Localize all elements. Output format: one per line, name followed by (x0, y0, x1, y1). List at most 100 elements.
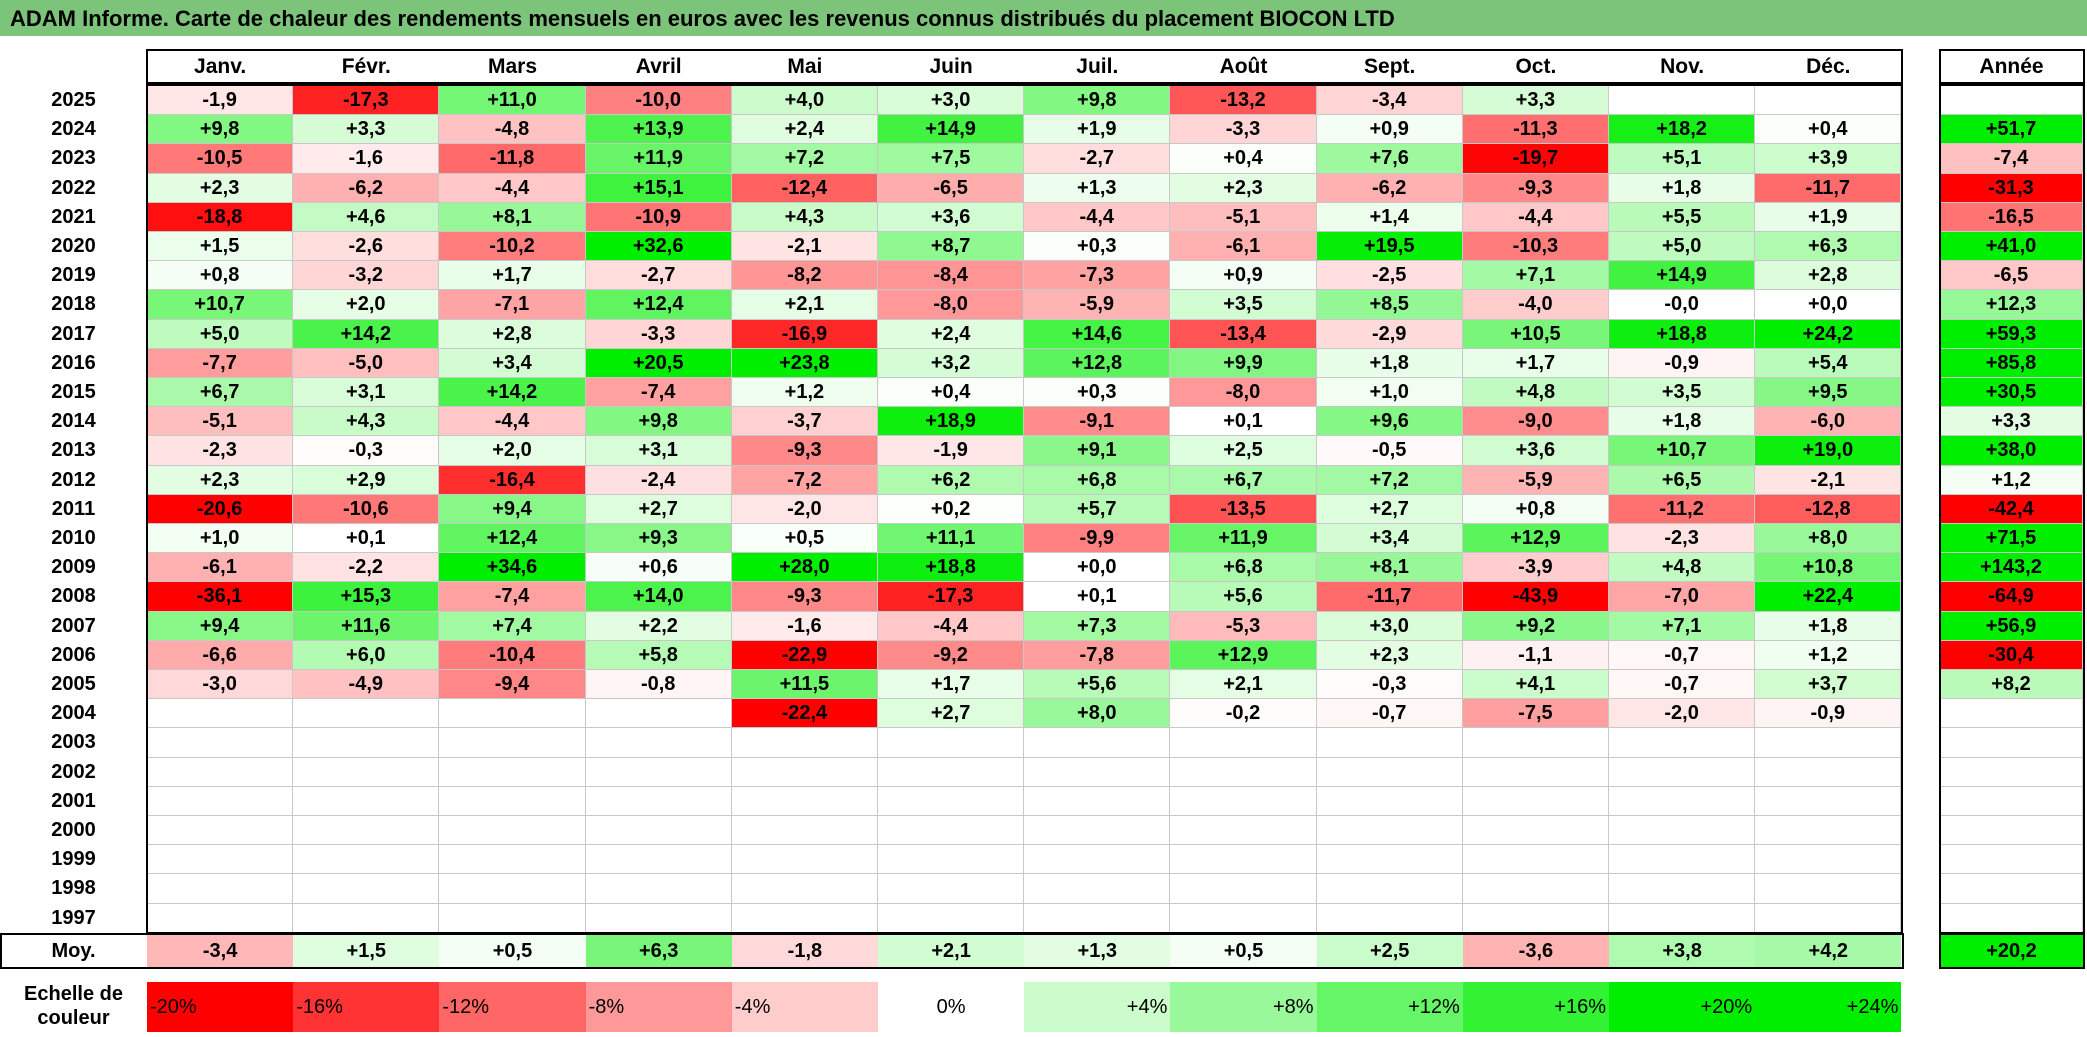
heatmap-cell: +4,3 (731, 202, 878, 232)
year-label: 2003 (51, 731, 96, 754)
heatmap-cell: -12,8 (1755, 494, 1902, 524)
heatmap-cell: +2,9 (293, 465, 440, 495)
heatmap-cell: +9,1 (1024, 436, 1171, 466)
heatmap-cell: +7,3 (1024, 611, 1171, 641)
heatmap-cell: +0,4 (878, 378, 1025, 408)
month-header: Juil. (1076, 55, 1119, 78)
heatmap-cell (293, 728, 440, 758)
annual-cell (1940, 845, 2083, 875)
annual-cell: +8,2 (1940, 670, 2083, 700)
heatmap-cell (293, 699, 440, 729)
month-header: Févr. (341, 55, 391, 78)
heatmap-cell (147, 786, 294, 816)
year-label: 2008 (51, 585, 96, 608)
year-label: 2017 (51, 322, 96, 345)
heatmap-cell (147, 728, 294, 758)
heatmap-cell: +8,0 (1024, 699, 1171, 729)
average-cell: +4,2 (1755, 935, 1902, 967)
heatmap-cell: +5,1 (1609, 144, 1756, 174)
heatmap-cell: -1,9 (147, 86, 294, 116)
heatmap-cell: +5,6 (1170, 582, 1317, 612)
heatmap-cell: +7,1 (1609, 611, 1756, 641)
heatmap-cell (1755, 845, 1902, 875)
heatmap-cell (1755, 903, 1902, 933)
annual-cell: +59,3 (1940, 319, 2083, 349)
annual-cell (1940, 86, 2083, 116)
month-header: Mars (487, 55, 537, 78)
heatmap-cell: +9,6 (1316, 407, 1463, 437)
heatmap-cell (731, 757, 878, 787)
heatmap-cell: -1,1 (1462, 640, 1609, 670)
heatmap-cell: +8,1 (439, 202, 586, 232)
heatmap-cell: +0,0 (1755, 290, 1902, 320)
heatmap-cell: +8,7 (878, 232, 1025, 262)
heatmap-cell: +14,9 (878, 115, 1025, 145)
annual-cell (1940, 786, 2083, 816)
heatmap-cell: +14,2 (439, 378, 586, 408)
heatmap-cell: -3,2 (293, 261, 440, 291)
heatmap-cell (293, 757, 440, 787)
heatmap-cell: +3,0 (878, 86, 1025, 116)
heatmap-cell: -5,1 (1170, 202, 1317, 232)
heatmap-cell: -9,1 (1024, 407, 1171, 437)
year-label: 2022 (51, 176, 96, 199)
heatmap-cell (585, 699, 732, 729)
annual-cell: -7,4 (1940, 144, 2083, 174)
heatmap-cell: +19,0 (1755, 436, 1902, 466)
heatmap-cell: -0,8 (585, 670, 732, 700)
heatmap-cell: -20,6 (147, 494, 294, 524)
heatmap-cell: -4,9 (293, 670, 440, 700)
heatmap-cell: -16,9 (731, 319, 878, 349)
heatmap-cell: +11,5 (731, 670, 878, 700)
heatmap-cell: +6,0 (293, 640, 440, 670)
annual-cell: +41,0 (1940, 232, 2083, 262)
heatmap-cell (585, 816, 732, 846)
heatmap-cell: +3,4 (439, 348, 586, 378)
heatmap-cell: +6,8 (1024, 465, 1171, 495)
scale-step: +8% (1170, 982, 1317, 1032)
annual-cell (1940, 699, 2083, 729)
heatmap-cell: +2,7 (878, 699, 1025, 729)
heatmap-cell (1462, 786, 1609, 816)
month-header: Août (1219, 55, 1268, 78)
year-label: 2009 (51, 556, 96, 579)
average-annual-cell: +20,2 (1940, 935, 2083, 967)
annual-cell: -42,4 (1940, 494, 2083, 524)
heatmap-cell (1024, 786, 1171, 816)
month-header: Avril (635, 55, 682, 78)
heatmap-cell: +3,6 (1462, 436, 1609, 466)
heatmap-cell: +2,2 (585, 611, 732, 641)
heatmap-cell: +1,8 (1316, 348, 1463, 378)
average-cell: -1,8 (731, 935, 878, 967)
heatmap-cell (1462, 874, 1609, 904)
heatmap-cell: +3,2 (878, 348, 1025, 378)
heatmap-cell (439, 816, 586, 846)
heatmap-cell: +24,2 (1755, 319, 1902, 349)
year-label: 2005 (51, 673, 96, 695)
year-label: 2002 (51, 760, 96, 783)
heatmap-cell: +2,0 (293, 290, 440, 320)
heatmap-cell: -2,4 (585, 465, 732, 495)
heatmap-cell: +1,4 (1316, 202, 1463, 232)
heatmap-cell (1755, 816, 1902, 846)
annual-cell (1940, 874, 2083, 904)
heatmap-cell (585, 757, 732, 787)
heatmap-cell: +4,3 (293, 407, 440, 437)
heatmap-cell: -2,1 (1755, 465, 1902, 495)
heatmap-cell: +0,1 (1024, 582, 1171, 612)
heatmap-cell: +5,7 (1024, 494, 1171, 524)
heatmap-cell: -13,4 (1170, 319, 1317, 349)
scale-step: +4% (1024, 982, 1171, 1032)
heatmap-cell: -9,4 (439, 670, 586, 700)
heatmap-cell: +1,2 (1755, 640, 1902, 670)
year-label: 1997 (51, 906, 96, 929)
heatmap-cell: +20,5 (585, 348, 732, 378)
heatmap-cell: +34,6 (439, 553, 586, 583)
heatmap-cell (1316, 903, 1463, 933)
heatmap-cell: -4,4 (439, 407, 586, 437)
annual-cell: -64,9 (1940, 582, 2083, 612)
heatmap-cell: -7,1 (439, 290, 586, 320)
heatmap-cell (1170, 757, 1317, 787)
heatmap-cell (293, 903, 440, 933)
